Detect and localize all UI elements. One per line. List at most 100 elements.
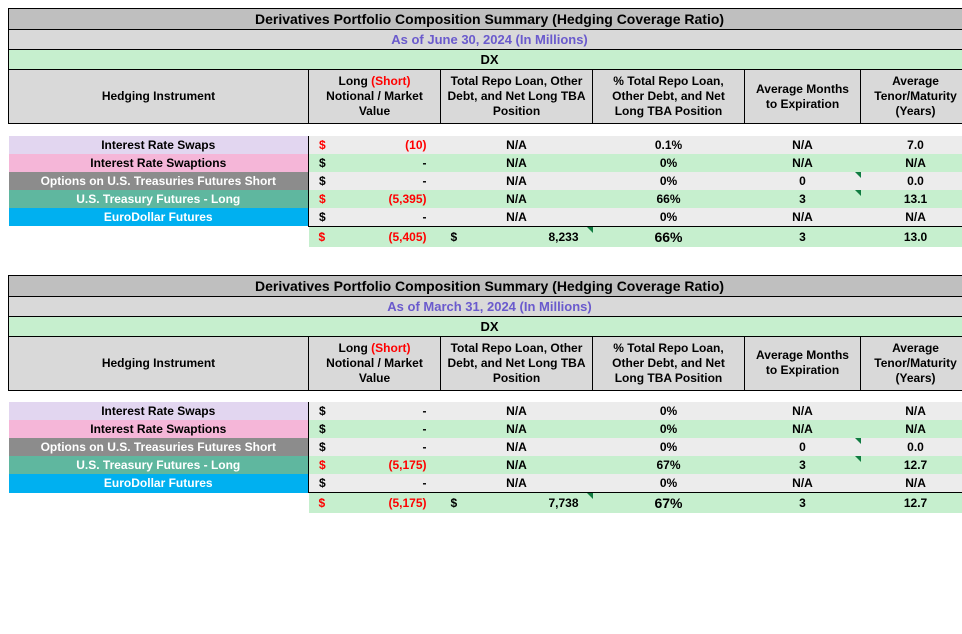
months-cell: 3 bbox=[745, 190, 861, 208]
repo-cell: N/A bbox=[441, 420, 593, 438]
header-short-text: (Short) bbox=[371, 74, 410, 88]
total-repo-value: 8,233 bbox=[548, 230, 578, 244]
table-row: EuroDollar Futures$-N/A0%N/AN/A bbox=[9, 208, 962, 227]
instrument-label: Interest Rate Swaps bbox=[9, 136, 309, 154]
column-header: % Total Repo Loan, Other Debt, and Net L… bbox=[593, 70, 745, 124]
notional-cell: $- bbox=[309, 420, 441, 438]
notional-value: - bbox=[423, 422, 427, 436]
notional-cell: $- bbox=[309, 172, 441, 190]
months-cell: N/A bbox=[745, 402, 861, 420]
total-label-empty bbox=[9, 226, 309, 247]
tenor-cell: 0.0 bbox=[861, 172, 962, 190]
header-text: Notional / Market Value bbox=[326, 89, 423, 118]
repo-cell: N/A bbox=[441, 208, 593, 227]
notional-value: - bbox=[423, 174, 427, 188]
total-row: $ (5,175) $7,73867%312.7 bbox=[9, 493, 962, 514]
repo-cell: N/A bbox=[441, 438, 593, 456]
header-text: Long bbox=[339, 74, 372, 88]
currency-symbol: $ bbox=[319, 496, 326, 510]
total-notional-value: (5,405) bbox=[388, 230, 426, 244]
portfolio-table: Derivatives Portfolio Composition Summar… bbox=[8, 275, 954, 514]
currency-symbol: $ bbox=[451, 230, 458, 244]
column-header: Total Repo Loan, Other Debt, and Net Lon… bbox=[441, 336, 593, 390]
currency-symbol: $ bbox=[319, 458, 326, 472]
instrument-label: U.S. Treasury Futures - Long bbox=[9, 190, 309, 208]
repo-cell: N/A bbox=[441, 172, 593, 190]
total-tenor: 13.0 bbox=[861, 226, 962, 247]
column-header: Hedging Instrument bbox=[9, 336, 309, 390]
table-row: Interest Rate Swaptions$-N/A0%N/AN/A bbox=[9, 420, 962, 438]
table-row: Interest Rate Swaps$(10)N/A0.1%N/A7.0 bbox=[9, 136, 962, 154]
total-notional-value: (5,175) bbox=[388, 496, 426, 510]
column-header: Long (Short) Notional / Market Value bbox=[309, 336, 441, 390]
currency-symbol: $ bbox=[319, 440, 326, 454]
notional-cell: $- bbox=[309, 402, 441, 420]
table-date: As of March 31, 2024 (In Millions) bbox=[9, 296, 962, 316]
pct-cell: 67% bbox=[593, 456, 745, 474]
repo-cell: N/A bbox=[441, 456, 593, 474]
pct-cell: 0% bbox=[593, 438, 745, 456]
total-label-empty bbox=[9, 493, 309, 514]
header-short-text: (Short) bbox=[371, 341, 410, 355]
total-repo-value: 7,738 bbox=[548, 496, 578, 510]
table-row: U.S. Treasury Futures - Long $ (5,175) N/A6… bbox=[9, 456, 962, 474]
notional-cell: $(5,395) bbox=[309, 190, 441, 208]
total-repo: $7,738 bbox=[441, 493, 593, 514]
tenor-cell: N/A bbox=[861, 154, 962, 172]
months-cell: N/A bbox=[745, 420, 861, 438]
table-title: Derivatives Portfolio Composition Summar… bbox=[9, 9, 962, 30]
tenor-cell: N/A bbox=[861, 474, 962, 493]
currency-symbol: $ bbox=[319, 210, 326, 224]
notional-value: (5,175) bbox=[388, 458, 426, 472]
total-pct: 67% bbox=[593, 493, 745, 514]
months-cell: 0 bbox=[745, 172, 861, 190]
currency-symbol: $ bbox=[319, 156, 326, 170]
total-row: $(5,405)$8,23366%313.0 bbox=[9, 226, 962, 247]
instrument-label: Options on U.S. Treasuries Futures Short bbox=[9, 172, 309, 190]
instrument-label: Interest Rate Swaps bbox=[9, 402, 309, 420]
table-row: Interest Rate Swaptions$-N/A0%N/AN/A bbox=[9, 154, 962, 172]
notional-value: - bbox=[423, 210, 427, 224]
repo-cell: N/A bbox=[441, 154, 593, 172]
tenor-cell: N/A bbox=[861, 420, 962, 438]
table-row: EuroDollar Futures$-N/A0%N/AN/A bbox=[9, 474, 962, 493]
total-months: 3 bbox=[745, 493, 861, 514]
notional-value: - bbox=[423, 440, 427, 454]
months-cell: N/A bbox=[745, 474, 861, 493]
currency-symbol: $ bbox=[319, 230, 326, 244]
instrument-label: Interest Rate Swaptions bbox=[9, 154, 309, 172]
column-header: Average Months to Expiration bbox=[745, 70, 861, 124]
pct-cell: 66% bbox=[593, 190, 745, 208]
instrument-label: Interest Rate Swaptions bbox=[9, 420, 309, 438]
repo-cell: N/A bbox=[441, 402, 593, 420]
notional-cell: $- bbox=[309, 208, 441, 227]
instrument-label: U.S. Treasury Futures - Long bbox=[9, 456, 309, 474]
notional-cell: $- bbox=[309, 154, 441, 172]
currency-symbol: $ bbox=[319, 138, 326, 152]
total-months: 3 bbox=[745, 226, 861, 247]
tenor-cell: 13.1 bbox=[861, 190, 962, 208]
portfolio-table: Derivatives Portfolio Composition Summar… bbox=[8, 8, 954, 247]
repo-cell: N/A bbox=[441, 136, 593, 154]
column-header: Long (Short) Notional / Market Value bbox=[309, 70, 441, 124]
table-row: Options on U.S. Treasuries Futures Short… bbox=[9, 172, 962, 190]
table-ticker: DX bbox=[9, 316, 962, 336]
pct-cell: 0% bbox=[593, 208, 745, 227]
total-tenor: 12.7 bbox=[861, 493, 962, 514]
repo-cell: N/A bbox=[441, 474, 593, 493]
months-cell: 3 bbox=[745, 456, 861, 474]
header-text: Long bbox=[339, 341, 372, 355]
pct-cell: 0% bbox=[593, 420, 745, 438]
column-header: Average Months to Expiration bbox=[745, 336, 861, 390]
total-notional: $ (5,405) bbox=[309, 226, 441, 247]
notional-cell: $- bbox=[309, 438, 441, 456]
notional-value: - bbox=[423, 156, 427, 170]
currency-symbol: $ bbox=[319, 404, 326, 418]
notional-value: - bbox=[423, 476, 427, 490]
notional-cell: $ (5,175) bbox=[309, 456, 441, 474]
pct-cell: 0% bbox=[593, 172, 745, 190]
instrument-label: EuroDollar Futures bbox=[9, 474, 309, 493]
column-header: Average Tenor/Maturity (Years) bbox=[861, 70, 962, 124]
table-title: Derivatives Portfolio Composition Summar… bbox=[9, 275, 962, 296]
column-header: Hedging Instrument bbox=[9, 70, 309, 124]
